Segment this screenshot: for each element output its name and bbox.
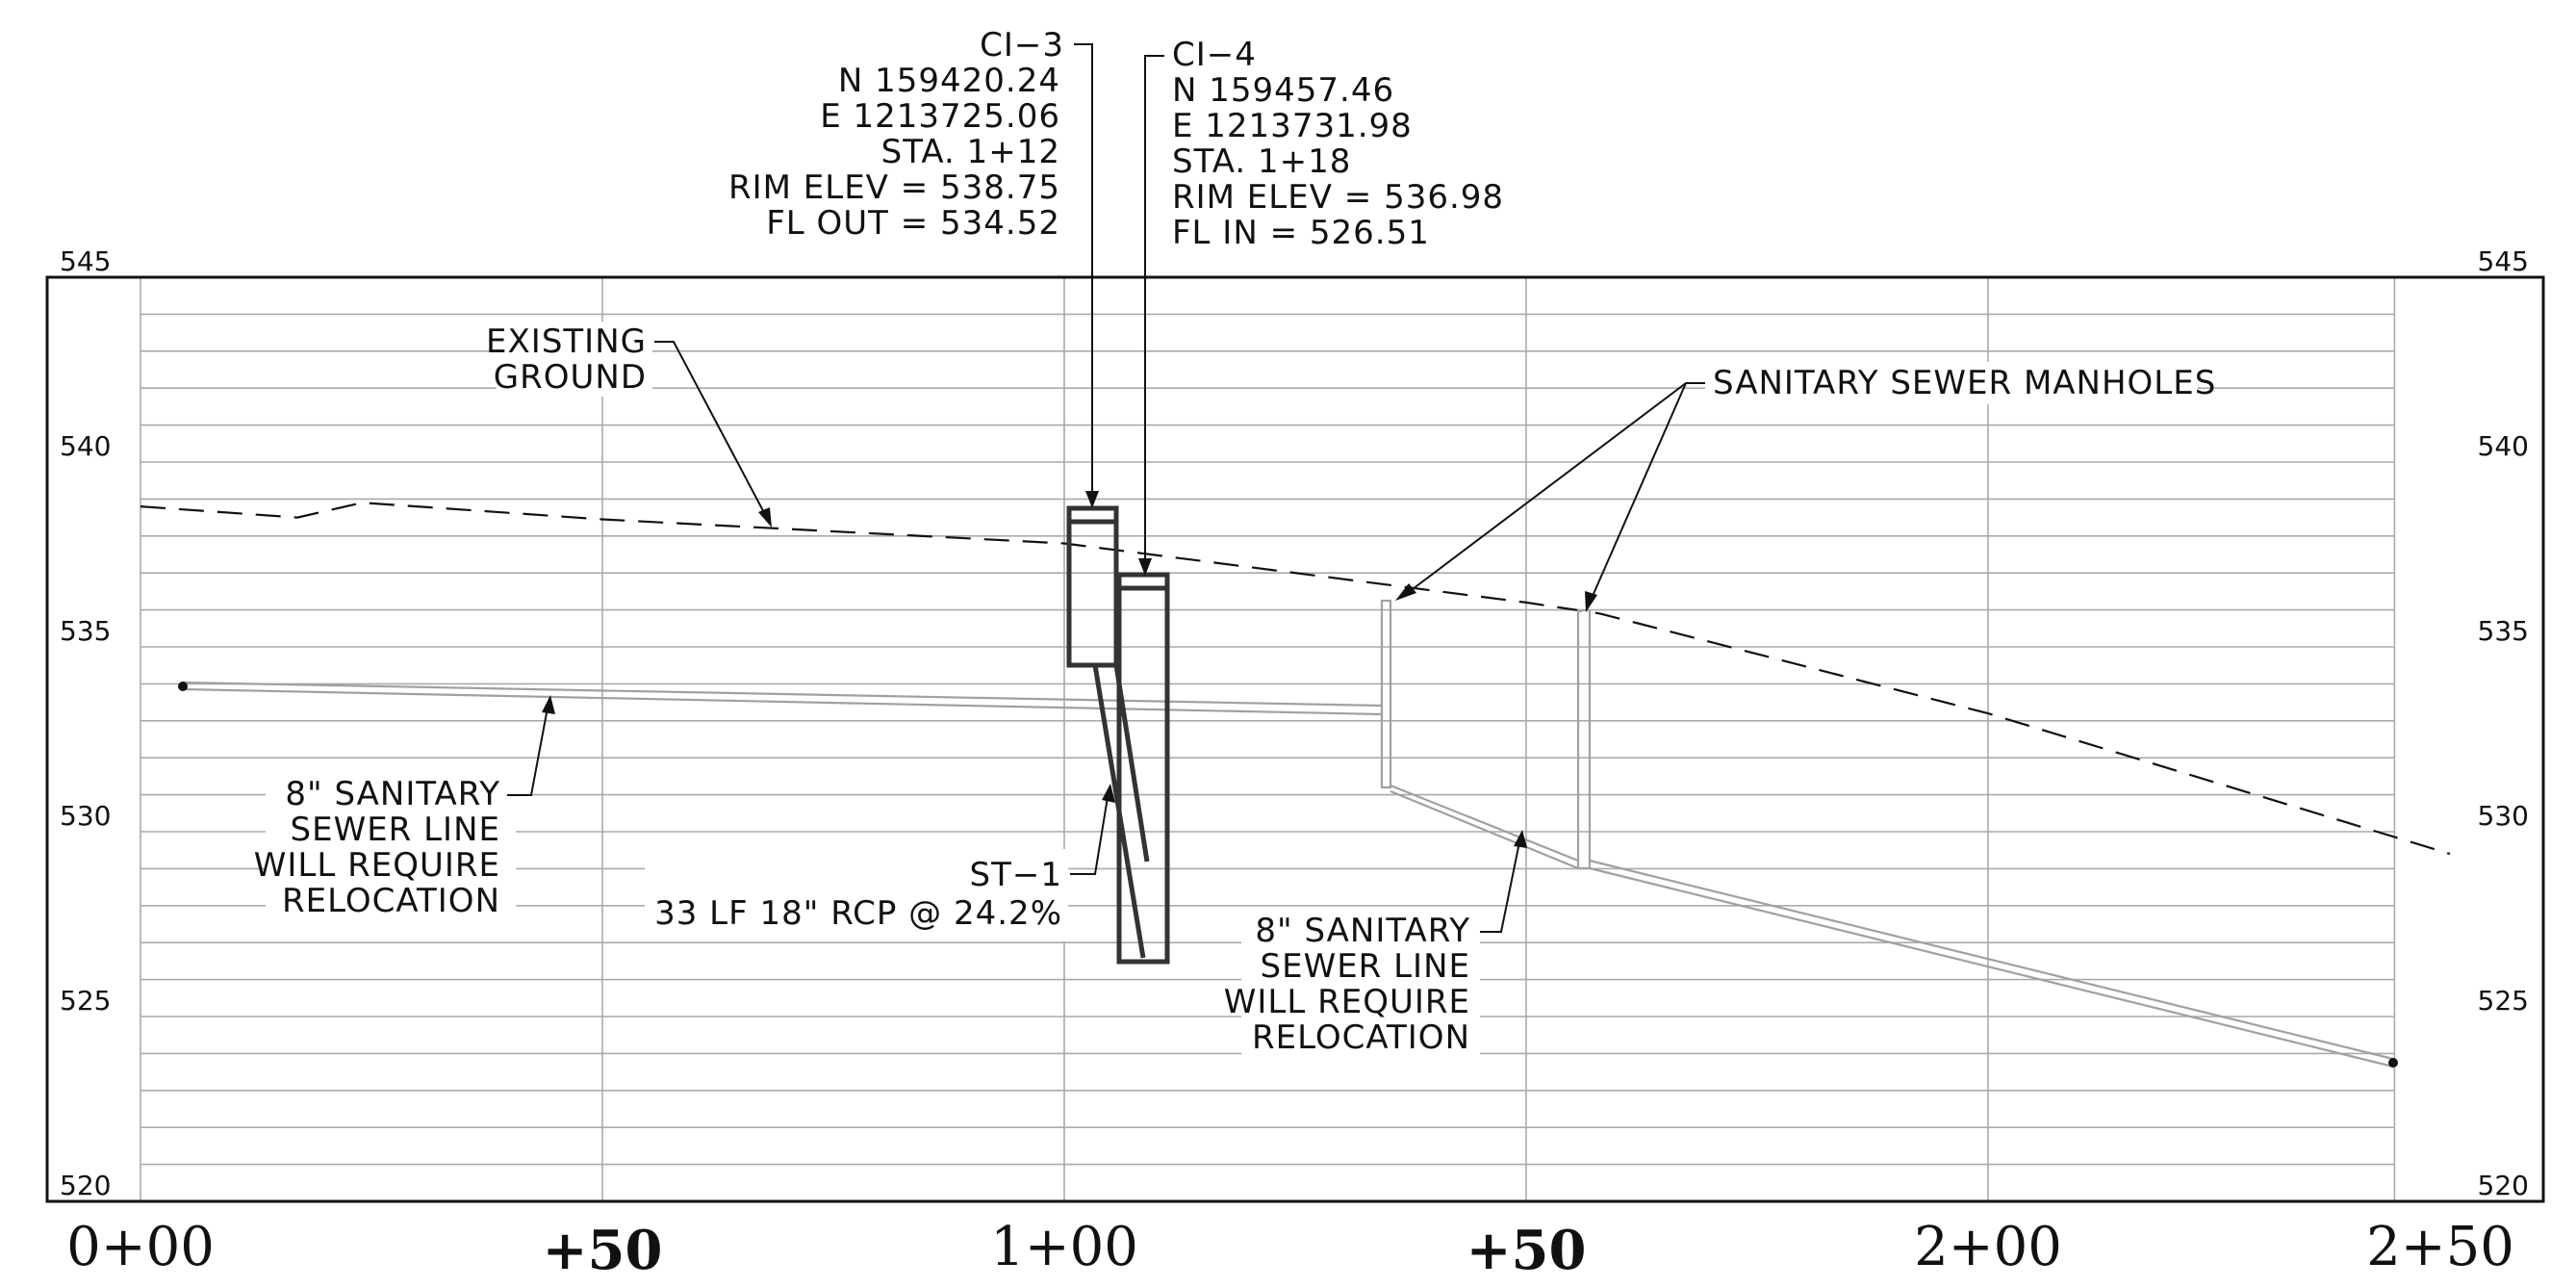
elevation-label: 525 xyxy=(60,985,111,1017)
ci3-station: STA. 1+12 xyxy=(881,133,1060,171)
sewer-pipe-top xyxy=(1390,784,1579,863)
st1-name: ST−1 xyxy=(970,856,1062,894)
elevation-label: 540 xyxy=(60,430,111,462)
elevation-label: 530 xyxy=(2478,800,2529,832)
sanitary-note-line: 8" SANITARY xyxy=(1255,912,1470,950)
sewer-pipe-bottom xyxy=(1390,789,1579,870)
label-mask xyxy=(266,774,516,928)
ci4-northing: N 159457.46 xyxy=(1172,71,1394,110)
arrowhead xyxy=(542,695,555,714)
st1-description: 33 LF 18" RCP @ 24.2% xyxy=(654,894,1062,933)
label-mask xyxy=(1705,362,2198,404)
existing-ground-label: EXISTING xyxy=(486,322,647,361)
elevation-label: 535 xyxy=(60,615,111,647)
sanitary-note-line: RELOCATION xyxy=(282,882,500,920)
elevation-label: 525 xyxy=(2478,985,2529,1017)
sanitary-note-line: WILL REQUIRE xyxy=(1224,983,1470,1021)
ci3-callout: CI−3 N 159420.24 E 1213725.06 STA. 1+12 … xyxy=(728,26,1099,508)
arrowhead xyxy=(758,507,772,528)
station-label: 2+00 xyxy=(1914,1216,2062,1278)
arrowhead xyxy=(1514,830,1527,848)
st1-pipe-top xyxy=(1092,664,1146,959)
arrowhead xyxy=(1395,583,1416,601)
existing-ground-label: GROUND xyxy=(494,358,647,397)
arrowhead xyxy=(1085,491,1099,508)
sanitary-note-line: WILL REQUIRE xyxy=(254,846,500,885)
elevation-label: 520 xyxy=(2478,1170,2529,1201)
sanitary-note-line: SEWER LINE xyxy=(1261,947,1470,986)
manholes-label: SANITARY SEWER MANHOLES xyxy=(1713,364,2216,402)
ci4-callout: CI−4 N 159457.46 E 1213731.98 STA. 1+18 … xyxy=(1138,36,1504,576)
elevation-labels-right: 545 540 535 530 525 520 xyxy=(2478,245,2529,1201)
station-label: 1+00 xyxy=(990,1216,1138,1278)
ci3-name: CI−3 xyxy=(980,26,1064,64)
ci3-easting: E 1213725.06 xyxy=(820,97,1060,136)
elevation-label: 545 xyxy=(60,245,111,277)
elevation-label: 520 xyxy=(60,1170,111,1201)
sewer-pipe-top xyxy=(1589,859,2394,1061)
existing-ground-callout: EXISTING GROUND xyxy=(486,322,772,528)
manhole-leader xyxy=(1589,382,1687,604)
sanitary-note-left: 8" SANITARY SEWER LINE WILL REQUIRE RELO… xyxy=(254,695,555,928)
ci3-rim-elev: RIM ELEV = 538.75 xyxy=(728,168,1060,207)
ci4-flowline: FL IN = 526.51 xyxy=(1172,214,1430,252)
sewer-endpoint-dot xyxy=(178,682,188,691)
st1-pipe-bottom xyxy=(1113,664,1150,863)
station-label: 0+00 xyxy=(66,1216,215,1278)
sanitary-note-line: SEWER LINE xyxy=(291,811,500,849)
label-mask xyxy=(1241,911,1480,1065)
existing-ground-line xyxy=(140,502,2451,856)
sanitary-note-line: RELOCATION xyxy=(1252,1018,1470,1057)
sewer-endpoint-dot xyxy=(2388,1058,2398,1068)
sanitary-note-line: 8" SANITARY xyxy=(285,775,500,813)
sanitary-manhole xyxy=(1576,608,1592,870)
sanitary-note-right: 8" SANITARY SEWER LINE WILL REQUIRE RELO… xyxy=(1224,830,1527,1065)
elevation-label: 530 xyxy=(60,800,111,832)
label-mask xyxy=(645,849,1068,941)
sanitary-leader xyxy=(1480,837,1521,933)
ground-leader xyxy=(654,341,769,521)
ci4-rim-elev: RIM ELEV = 536.98 xyxy=(1172,178,1504,217)
elevation-labels-left: 545 540 535 530 525 520 xyxy=(60,245,111,1201)
station-gridlines xyxy=(140,277,2396,1201)
ci4-leader xyxy=(1144,55,1164,568)
ci3-leader xyxy=(1074,43,1093,501)
station-label: +50 xyxy=(1467,1219,1587,1282)
ci3-structure xyxy=(1066,505,1119,668)
sanitary-manhole xyxy=(1380,599,1392,789)
manholes-callout: SANITARY SEWER MANHOLES xyxy=(1395,362,2216,612)
station-labels: 0+00 +50 1+00 +50 2+00 2+50 xyxy=(66,1216,2514,1282)
sewer-pipe-bottom xyxy=(1589,866,2394,1069)
elevation-label: 540 xyxy=(2478,430,2529,462)
ci3-northing: N 159420.24 xyxy=(838,62,1060,100)
arrowhead xyxy=(1138,558,1152,576)
ci4-easting: E 1213731.98 xyxy=(1172,107,1413,145)
elevation-label: 535 xyxy=(2478,615,2529,647)
ci3-flowline: FL OUT = 534.52 xyxy=(766,204,1060,243)
arrowhead xyxy=(1102,784,1115,803)
arrowhead xyxy=(1585,591,1597,612)
station-label: +50 xyxy=(543,1219,663,1282)
profile-frame xyxy=(45,275,2545,1203)
manhole-leader xyxy=(1404,382,1705,596)
ci4-structure xyxy=(1116,572,1170,965)
storm-structures xyxy=(1066,505,1170,965)
ci4-name: CI−4 xyxy=(1172,36,1257,74)
st1-leader xyxy=(1070,790,1109,875)
label-mask xyxy=(497,322,652,397)
sanitary-leader xyxy=(507,702,549,796)
sanitary-sewer-line xyxy=(182,599,2394,1069)
elevation-label: 545 xyxy=(2478,245,2529,277)
ci4-station: STA. 1+18 xyxy=(1172,142,1351,181)
sewer-pipe-bottom xyxy=(182,687,1383,716)
sewer-pipe-top xyxy=(182,681,1383,708)
station-label: 2+50 xyxy=(2366,1216,2514,1278)
st1-callout: ST−1 33 LF 18" RCP @ 24.2% xyxy=(645,784,1115,941)
